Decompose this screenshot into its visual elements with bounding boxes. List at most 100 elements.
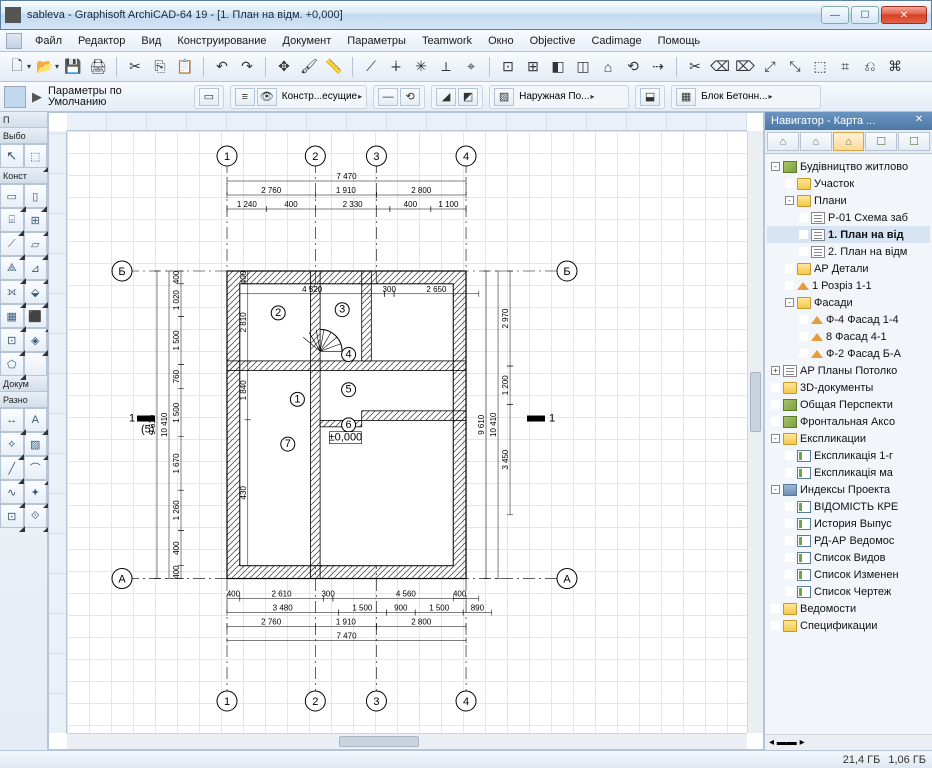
mode-button-4[interactable]: ⌖ [460, 56, 482, 78]
column-tool[interactable]: ▯ [24, 184, 48, 208]
label-tool[interactable]: ⟡ [0, 432, 24, 456]
tree-item[interactable]: -Плани [767, 192, 930, 209]
grid-tool[interactable]: ▦ [0, 304, 24, 328]
beam-tool[interactable]: ⟋ [0, 232, 24, 256]
measure-button[interactable]: 📏 [323, 56, 345, 78]
door-tool[interactable]: ⌻ [0, 208, 24, 232]
scrollbar-horizontal[interactable] [67, 733, 747, 749]
edit-op-button-4[interactable]: ⤡ [784, 56, 806, 78]
object-tool[interactable]: ⬙ [24, 280, 48, 304]
menu-документ[interactable]: Документ [276, 33, 339, 49]
close-button[interactable]: ✕ [881, 6, 927, 24]
print-button[interactable]: 🖨 [87, 56, 109, 78]
copy-button[interactable]: ⎘ [149, 56, 171, 78]
wall-element-icon[interactable]: ▭ [199, 88, 219, 106]
menu-помощь[interactable]: Помощь [651, 33, 708, 49]
paste-button[interactable]: 📋 [174, 56, 196, 78]
construction-group[interactable]: ◢◩ [431, 85, 483, 109]
tree-item[interactable]: Ведомости [767, 600, 930, 617]
eye-icon[interactable]: 👁 [257, 88, 277, 106]
tree-item[interactable]: АР Детали [767, 260, 930, 277]
navigator-tree[interactable]: -Будівництво житлово Участок-Плани Р-01 … [765, 154, 932, 734]
tree-item[interactable]: Спецификации [767, 617, 930, 634]
menu-teamwork[interactable]: Teamwork [415, 33, 479, 49]
fill-group[interactable]: ▨ Наружная По... ▸ [489, 85, 629, 109]
tree-item[interactable]: Ф-4 Фасад 1-4 [767, 311, 930, 328]
undo-button[interactable]: ↶ [211, 56, 233, 78]
tree-item[interactable]: История Выпус [767, 515, 930, 532]
shell-tool[interactable]: ⬠ [0, 352, 24, 376]
mode-button-3[interactable]: ⟂ [435, 56, 457, 78]
tree-item[interactable]: Список Видов [767, 549, 930, 566]
minimize-button[interactable]: — [821, 6, 849, 24]
geometry-group[interactable]: —⟲ [373, 85, 425, 109]
tree-item[interactable]: Експликація 1-г [767, 447, 930, 464]
tree-item[interactable]: Р-01 Схема заб [767, 209, 930, 226]
tree-item[interactable]: 3D-документы [767, 379, 930, 396]
slab-tool[interactable]: ▱ [24, 232, 48, 256]
morph-tool[interactable]: ◈ [24, 328, 48, 352]
tree-item[interactable]: -Фасади [767, 294, 930, 311]
zone-tool[interactable]: ⬛ [24, 304, 48, 328]
arrow-next-icon[interactable]: ▶ [32, 89, 42, 105]
nav-tab-1[interactable]: ⌂ [800, 132, 832, 151]
view-button-5[interactable]: ⟲ [622, 56, 644, 78]
dim-tool[interactable]: ↔ [0, 408, 24, 432]
view-button-0[interactable]: ⊡ [497, 56, 519, 78]
line-tool[interactable]: ╱ [0, 456, 24, 480]
edit-op-button-5[interactable]: ⬚ [809, 56, 831, 78]
material-group[interactable]: ▦ Блок Бетонн... ▸ [671, 85, 821, 109]
window-tool[interactable]: ⊞ [24, 208, 48, 232]
save-button[interactable]: 💾 [62, 56, 84, 78]
stair-tool[interactable]: ⟗ [0, 280, 24, 304]
menu-cadimage[interactable]: Cadimage [584, 33, 648, 49]
cut-button[interactable]: ✂ [124, 56, 146, 78]
tree-item[interactable]: Ф-2 Фасад Б-А [767, 345, 930, 362]
nav-tab-3[interactable]: ☐ [865, 132, 897, 151]
tree-item[interactable]: Список Изменен [767, 566, 930, 583]
navigator-scroll[interactable]: ◂ ▬▬ ▸ [765, 734, 932, 750]
roof-tool[interactable]: ⟁ [0, 256, 24, 280]
element-icon-group[interactable]: ▭ [194, 85, 224, 109]
nav-tab-0[interactable]: ⌂ [767, 132, 799, 151]
brush-button[interactable]: 🖌 [298, 56, 320, 78]
edit-op-button-7[interactable]: ⎌ [859, 56, 881, 78]
drawing-tool[interactable]: ⟐ [24, 504, 48, 528]
edit-op-button-0[interactable]: ✂ [684, 56, 706, 78]
tree-item[interactable]: РД-АР Ведомос [767, 532, 930, 549]
tree-item[interactable]: Експликація ма [767, 464, 930, 481]
view-button-1[interactable]: ⊞ [522, 56, 544, 78]
system-menu-icon[interactable] [6, 33, 22, 49]
spline-tool[interactable]: ∿ [0, 480, 24, 504]
menu-редактор[interactable]: Редактор [71, 33, 132, 49]
fill-tool[interactable]: ▨ [24, 432, 48, 456]
navigator-close-icon[interactable]: ✕ [912, 114, 926, 128]
profile-group[interactable]: ⬓ [635, 85, 665, 109]
view-button-4[interactable]: ⌂ [597, 56, 619, 78]
edit-op-button-1[interactable]: ⌫ [709, 56, 731, 78]
menu-вид[interactable]: Вид [134, 33, 168, 49]
tree-item[interactable]: 1 Розріз 1-1 [767, 277, 930, 294]
tree-item[interactable]: 8 Фасад 4-1 [767, 328, 930, 345]
mesh-tool[interactable]: ⊿ [24, 256, 48, 280]
edit-op-button-2[interactable]: ⌦ [734, 56, 756, 78]
redo-button[interactable]: ↷ [236, 56, 258, 78]
mode-button-0[interactable]: ⟋ [360, 56, 382, 78]
mode-button-2[interactable]: ✳ [410, 56, 432, 78]
tree-item[interactable]: -Експликации [767, 430, 930, 447]
nav-tab-2[interactable]: ⌂ [833, 132, 865, 151]
tree-item[interactable]: +АР Планы Потолко [767, 362, 930, 379]
tree-item[interactable]: Список Чертеж [767, 583, 930, 600]
text-tool[interactable]: A [24, 408, 48, 432]
arrow-tool[interactable]: ↖ [0, 144, 24, 168]
view-button-2[interactable]: ◧ [547, 56, 569, 78]
tree-item[interactable]: 1. План на від [767, 226, 930, 243]
curtainwall-tool[interactable]: ⊡ [0, 328, 24, 352]
mode-button-1[interactable]: ∔ [385, 56, 407, 78]
view-button-3[interactable]: ◫ [572, 56, 594, 78]
drawing-area[interactable]: 11223344ААББ1234567±0,0001(5)17 4702 760… [48, 112, 764, 750]
figure-tool[interactable]: ⊡ [0, 504, 24, 528]
maximize-button[interactable]: ☐ [851, 6, 879, 24]
edit-op-button-6[interactable]: ⌗ [834, 56, 856, 78]
tree-item[interactable]: -Будівництво житлово [767, 158, 930, 175]
